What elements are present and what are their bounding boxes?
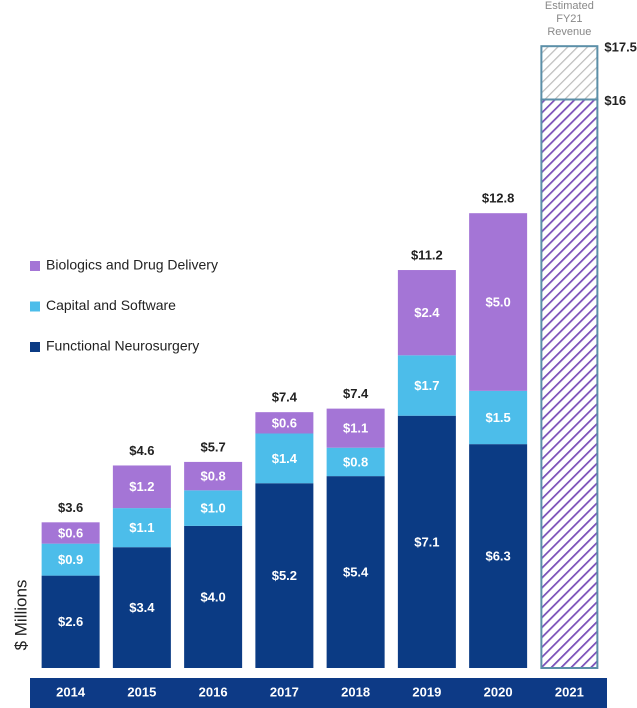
value-label: $0.8: [343, 454, 368, 469]
x-tick-label: 2016: [199, 684, 228, 699]
x-tick-label: 2017: [270, 684, 299, 699]
bar-segment: [112, 508, 171, 548]
x-tick-label: 2015: [127, 684, 156, 699]
total-label: $7.4: [343, 386, 369, 401]
legend-label: Functional Neurosurgery: [46, 338, 199, 354]
bar-segment: [255, 483, 314, 668]
value-label: $1.0: [200, 501, 225, 516]
value-label: $1.4: [272, 451, 298, 466]
value-label: $2.6: [58, 614, 83, 629]
x-tick-label: 2021: [555, 684, 584, 699]
category-strip: [30, 678, 607, 708]
legend-swatch: [30, 261, 40, 271]
bar-segment: [41, 522, 100, 544]
value-label: $1.2: [129, 479, 154, 494]
estimate-bar: [540, 98, 599, 669]
bar-segment: [469, 444, 528, 668]
legend-swatch: [30, 342, 40, 352]
x-tick-label: 2018: [341, 684, 370, 699]
bar-segment: [41, 575, 100, 668]
value-label: $1.1: [129, 520, 154, 535]
estimate-value-label: $16: [604, 93, 626, 108]
value-label: $5.0: [485, 294, 510, 309]
value-label: $1.1: [343, 421, 368, 436]
value-label: $0.8: [200, 469, 225, 484]
value-label: $0.6: [272, 415, 297, 430]
total-label: $11.2: [411, 247, 443, 262]
value-label: $5.4: [343, 565, 369, 580]
bar-segment: [469, 390, 528, 445]
total-label: $7.4: [272, 390, 298, 405]
value-label: $2.4: [414, 305, 440, 320]
bar-segment: [41, 543, 100, 576]
x-tick-label: 2014: [56, 684, 86, 699]
bar-segment: [184, 490, 243, 526]
total-label: $4.6: [129, 443, 154, 458]
estimate-label: Revenue: [547, 26, 591, 38]
total-label: $5.7: [200, 439, 225, 454]
legend-swatch: [30, 301, 40, 312]
x-tick-label: 2020: [484, 684, 513, 699]
bar-segment: [326, 476, 385, 668]
value-label: $4.0: [200, 589, 225, 604]
bar-segment: [326, 447, 385, 477]
value-label: $0.6: [58, 525, 83, 540]
estimate-value-label: $17.5: [604, 40, 637, 55]
value-label: $0.9: [58, 552, 83, 567]
bar-segment: [255, 412, 314, 434]
bar-segment: [326, 408, 385, 448]
value-label: $7.1: [414, 534, 439, 549]
bar-segment: [469, 213, 528, 391]
total-label: $12.8: [482, 191, 515, 206]
bar-segment: [184, 461, 243, 491]
bar-segment: [397, 355, 456, 416]
x-tick-label: 2019: [412, 684, 441, 699]
legend-label: Capital and Software: [46, 297, 176, 313]
bar-segment: [112, 547, 171, 668]
value-label: $5.2: [272, 568, 297, 583]
bar-segment: [184, 525, 243, 668]
bar-segment: [255, 433, 314, 484]
estimate-bar-upper: [540, 45, 599, 101]
bar-segment: [112, 465, 171, 509]
total-label: $3.6: [58, 500, 83, 515]
legend-label: Biologics and Drug Delivery: [46, 257, 218, 273]
estimate-label: Estimated: [545, 0, 594, 12]
estimate-label: FY21: [556, 13, 582, 25]
y-axis-label: $ Millions: [11, 580, 30, 651]
bar-segment: [397, 270, 456, 356]
bar-segment: [397, 415, 456, 668]
value-label: $1.5: [485, 410, 510, 425]
value-label: $3.4: [129, 600, 155, 615]
value-label: $1.7: [414, 378, 439, 393]
value-label: $6.3: [485, 549, 510, 564]
